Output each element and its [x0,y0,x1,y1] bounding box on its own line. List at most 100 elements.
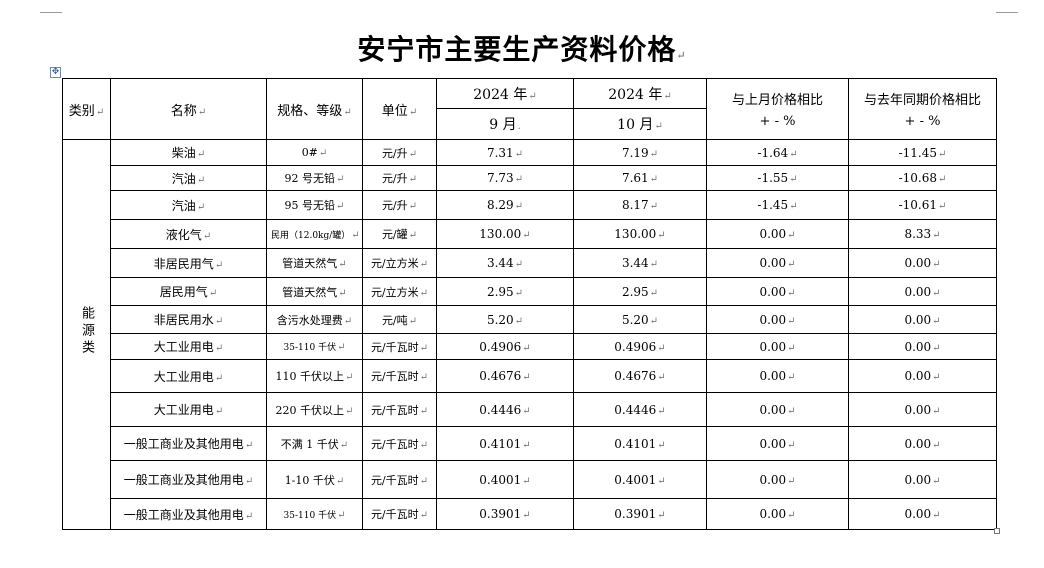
mom-change: 0.00 [759,402,787,417]
header-sep-year: 2024 年↵ [436,78,574,109]
sep-price: 5.20 [486,312,514,327]
paragraph-mark-icon: ↵ [345,372,354,383]
item-name: 大工业用电 [153,369,214,384]
paragraph-mark-icon: ↵ [657,405,666,417]
paragraph-mark-icon: ↵ [522,439,531,451]
item-unit-cell: 元/千瓦时↵ [362,460,437,499]
paragraph-mark-icon: ↵ [514,174,524,185]
oct-price: 130.00 [614,227,657,241]
item-unit: 元/千瓦时 [370,340,419,354]
item-spec-cell: 92 号无铅↵ [266,165,363,191]
paragraph-mark-icon: ↵ [196,174,206,186]
paragraph-mark-icon: ↵ [419,287,429,299]
paragraph-mark-icon: ↵ [522,475,531,487]
paragraph-mark-icon: ↵ [408,201,418,212]
category-cell: 能源类 [62,139,111,530]
item-unit-cell: 元/千瓦时↵ [362,392,437,427]
sep-price: 0.4676 [479,369,522,383]
paragraph-mark-icon: ↵ [932,405,941,417]
paragraph-mark-icon: ↵ [337,342,346,353]
item-unit: 元/罐 [381,228,408,241]
mom-change-cell: 0.00↵ [706,305,849,334]
price-table: 类别↵ 名称↵ 规格、等级↵ 单位↵ 2024 年↵ 2024 年↵ 与上月价格… [62,78,997,530]
yoy-change-cell: -10.68↵ [848,165,997,191]
mom-change: -1.55 [757,171,789,185]
paragraph-mark-icon: ↵ [789,174,798,185]
paragraph-mark-icon: ↵ [419,372,429,383]
paragraph-mark-icon: ↵ [657,475,666,487]
oct-price-cell: 0.4001↵ [573,460,707,499]
yoy-change-cell: 0.00↵ [848,359,997,393]
paragraph-mark-icon: ↵ [345,405,354,417]
item-name: 大工业用电 [153,340,214,354]
paragraph-mark-icon: ↵ [419,510,429,521]
header-yoy: 与去年同期价格相比 + - % [848,78,997,140]
paragraph-mark-icon: ↵ [419,259,429,270]
header-row-1: 类别↵ 名称↵ 规格、等级↵ 单位↵ 2024 年↵ 2024 年↵ 与上月价格… [62,78,997,140]
table-row: 一般工商业及其他用电↵ 不满 1 千伏↵ 元/千瓦时↵ 0.4101↵ 0.4101↵ 0… [63,426,997,461]
item-spec: 0# [301,146,318,159]
oct-price-cell: 0.3901↵ [573,498,707,530]
paragraph-mark-icon: ↵ [419,405,429,417]
paragraph-mark-icon: ↵ [787,372,796,383]
paragraph-mark-icon: ↵ [649,148,659,160]
paragraph-mark-icon: ↵ [214,259,224,271]
item-spec: 220 千伏以上 [275,403,345,417]
paragraph-mark-icon: ↵ [649,174,659,185]
header-mom-line2: + - % [759,114,796,129]
paragraph-mark-icon: ↵ [932,342,941,354]
item-spec-cell: 35-110 千伏↵ [266,498,363,530]
table-row: 大工业用电↵ 110 千伏以上↵ 元/千瓦时↵ 0.4676↵ 0.4676↵ 0.00↵… [63,359,997,393]
item-name: 一般工商业及其他用电 [123,437,244,451]
sep-price: 2.95 [486,284,514,299]
item-unit: 元/立方米 [370,285,419,299]
paragraph-mark-icon: ↵ [419,439,429,451]
item-spec-cell: 含污水处理费↵ [266,305,363,334]
paragraph-mark-icon: ↵ [649,259,659,270]
document-title: 安宁市主要生产资料价格↵ [357,33,687,66]
sep-price-cell: 0.4001↵ [436,460,574,499]
item-spec: 含污水处理费 [276,313,343,327]
oct-price-cell: 0.4676↵ [573,359,707,393]
item-unit-cell: 元/升↵ [362,139,437,166]
mom-change: 0.00 [759,507,787,521]
paragraph-mark-icon: ↵ [522,372,531,383]
item-name: 汽油 [171,171,196,186]
mom-change: 0.00 [759,339,787,354]
table-resize-handle[interactable] [994,528,1000,534]
sep-price: 130.00 [479,227,522,241]
header-spec: 规格、等级↵ [266,78,363,140]
mom-change-cell: 0.00↵ [706,392,849,427]
sep-price-cell: 5.20↵ [436,305,574,334]
paragraph-mark-icon: ↵ [514,148,524,160]
yoy-change: 0.00 [904,369,932,383]
item-name: 大工业用电 [153,403,214,417]
item-spec: 95 号无铅 [284,199,336,212]
item-name: 非居民用水 [153,313,214,327]
oct-price-cell: 8.17↵ [573,190,707,220]
item-spec-cell: 不满 1 千伏↵ [266,426,363,461]
oct-price-cell: 0.4906↵ [573,333,707,360]
paragraph-mark-icon: ↵ [657,439,666,451]
paragraph-mark-icon: ↵ [514,259,524,270]
paragraph-mark-icon: ↵ [657,510,666,521]
item-unit: 元/千瓦时 [370,370,419,383]
item-spec: 民用（12.0kg/罐） [271,230,351,241]
table-move-handle-icon[interactable]: ✥ [50,67,61,78]
paragraph-mark-icon: ↵ [787,439,796,451]
item-name: 液化气 [165,227,202,242]
sep-price-cell: 7.73↵ [436,165,574,191]
item-unit: 元/千瓦时 [370,403,419,417]
item-unit-cell: 元/千瓦时↵ [362,333,437,360]
paragraph-mark-icon: ↵ [339,439,349,451]
item-name-cell: 液化气↵ [110,219,267,249]
paragraph-mark-icon: ↵ [514,287,524,299]
item-spec-cell: 1-10 千伏↵ [266,460,363,499]
item-unit: 元/千瓦时 [370,508,419,521]
item-spec-cell: 管道天然气↵ [266,248,363,278]
header-row-2: 9 月. 10 月↵ [63,108,997,140]
item-spec: 35-110 千伏 [283,343,337,353]
yoy-change: 0.00 [904,507,932,521]
oct-price: 2.95 [621,284,649,299]
paragraph-mark-icon: ↵ [932,259,941,270]
